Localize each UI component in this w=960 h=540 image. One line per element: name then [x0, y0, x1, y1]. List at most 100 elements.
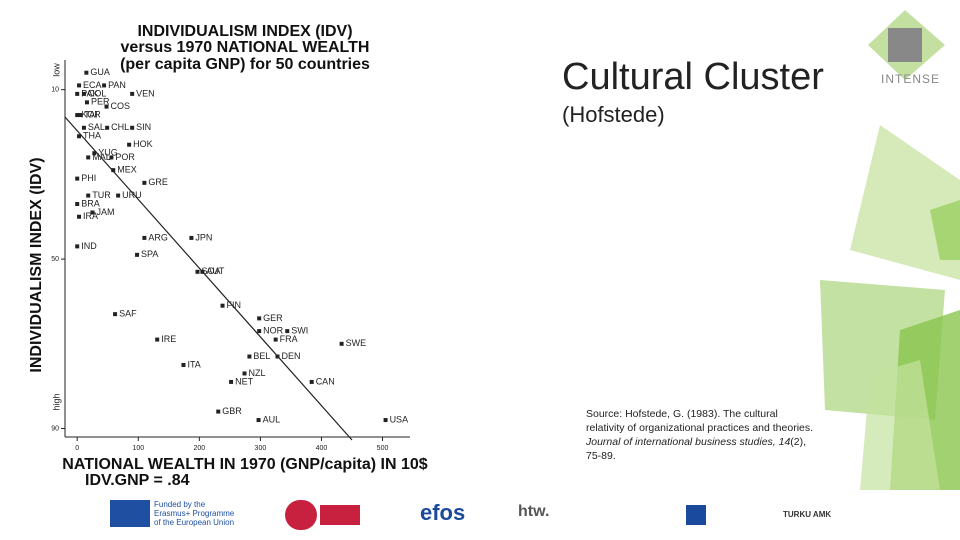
point [92, 151, 97, 156]
point [86, 193, 91, 198]
y-tick-label: 90 [51, 425, 59, 432]
point-label: SAL [88, 122, 105, 132]
point [77, 134, 82, 139]
efos-logo: efos [420, 500, 466, 525]
point [130, 125, 135, 130]
point [256, 418, 261, 423]
point [75, 91, 80, 96]
source-journal: Journal of international business studie… [586, 436, 791, 448]
point-label: SWE [346, 338, 367, 348]
point-label: CAN [316, 376, 335, 386]
chart-title: INDIVIDUALISM INDEX (IDV) [137, 23, 352, 40]
point [116, 193, 121, 198]
point-label: COS [111, 101, 131, 111]
point-label: POR [115, 152, 135, 162]
point [309, 379, 314, 384]
point-label: GER [263, 313, 283, 323]
point-label: USA [390, 414, 409, 424]
point [77, 214, 82, 219]
point-label: NOR [263, 325, 284, 335]
point [189, 235, 194, 240]
point [77, 83, 82, 88]
point-label: AUL [263, 414, 281, 424]
point-label: FIN [227, 300, 242, 310]
point [102, 83, 107, 88]
erasmus: Funded by the Erasmus+ Programme of the … [154, 500, 234, 527]
point [181, 362, 186, 367]
point [75, 244, 80, 249]
point-label: PAN [108, 80, 126, 90]
htw-logo: htw. [518, 503, 550, 520]
point [142, 180, 147, 185]
point [81, 91, 86, 96]
point-label: SPA [141, 249, 158, 259]
point-label: TUR [92, 190, 111, 200]
point [81, 125, 86, 130]
y-tick-label: 10 [51, 86, 59, 93]
point [142, 235, 147, 240]
source-rest: (2), 75-89. [586, 436, 807, 462]
point [229, 379, 234, 384]
x-tick-label: 500 [377, 445, 389, 452]
point [155, 337, 160, 342]
point [383, 418, 388, 423]
point-label: CHL [111, 122, 129, 132]
point-label: COL [88, 88, 107, 98]
point-label: SIN [136, 122, 151, 132]
point-label: PER [91, 97, 110, 107]
point-label: SOA [202, 266, 221, 276]
point [273, 337, 278, 342]
point-label: ITA [187, 359, 200, 369]
point-label: MAL [92, 152, 111, 162]
point-label: MEX [117, 165, 137, 175]
x-tick-label: 400 [316, 445, 328, 452]
point [135, 252, 140, 257]
point [200, 269, 205, 274]
annotation: IDV.GNP = .84 [85, 472, 190, 489]
x-axis-label: NATIONAL WEALTH IN 1970 (GNP/capita) IN … [62, 456, 428, 473]
x-tick-label: 0 [75, 445, 79, 452]
point-label: SWI [291, 325, 308, 335]
point-label: TAI [84, 109, 97, 119]
y-high: high [51, 393, 61, 410]
point [90, 210, 95, 215]
point-label: HOK [133, 139, 153, 149]
point-label: NET [235, 376, 254, 386]
point [109, 155, 114, 160]
point-label: ECA [83, 80, 102, 90]
point [257, 329, 262, 334]
point-label: GRE [148, 177, 168, 187]
point-label: BEL [253, 351, 270, 361]
point-label: AUT [206, 266, 225, 276]
point [195, 269, 200, 274]
point-label: DEN [281, 351, 300, 361]
point [127, 142, 132, 147]
point-label: IRA [83, 211, 98, 221]
point [216, 409, 221, 414]
y-axis-label: INDIVIDUALISM INDEX (IDV) [28, 157, 45, 372]
point [339, 341, 344, 346]
point-label: SAF [119, 309, 137, 319]
point [75, 113, 80, 118]
point-label: VEN [136, 88, 155, 98]
point [285, 329, 290, 334]
point [105, 125, 110, 130]
point-label: THA [83, 131, 101, 141]
point-label: IRE [161, 334, 176, 344]
point [242, 371, 247, 376]
point-label: JPN [195, 232, 212, 242]
point [84, 100, 89, 105]
point-label: NZL [249, 368, 266, 378]
point-label: JAM [96, 207, 114, 217]
chart: INDIVIDUALISM INDEX (IDV) versus 1970 NA… [15, 10, 462, 490]
x-tick-label: 300 [255, 445, 267, 452]
point-label: PHI [81, 173, 96, 183]
point [78, 113, 83, 118]
chart-title: versus 1970 NATIONAL WEALTH [121, 39, 370, 56]
point [275, 354, 280, 359]
point [130, 91, 135, 96]
point [75, 202, 80, 207]
point [247, 354, 252, 359]
